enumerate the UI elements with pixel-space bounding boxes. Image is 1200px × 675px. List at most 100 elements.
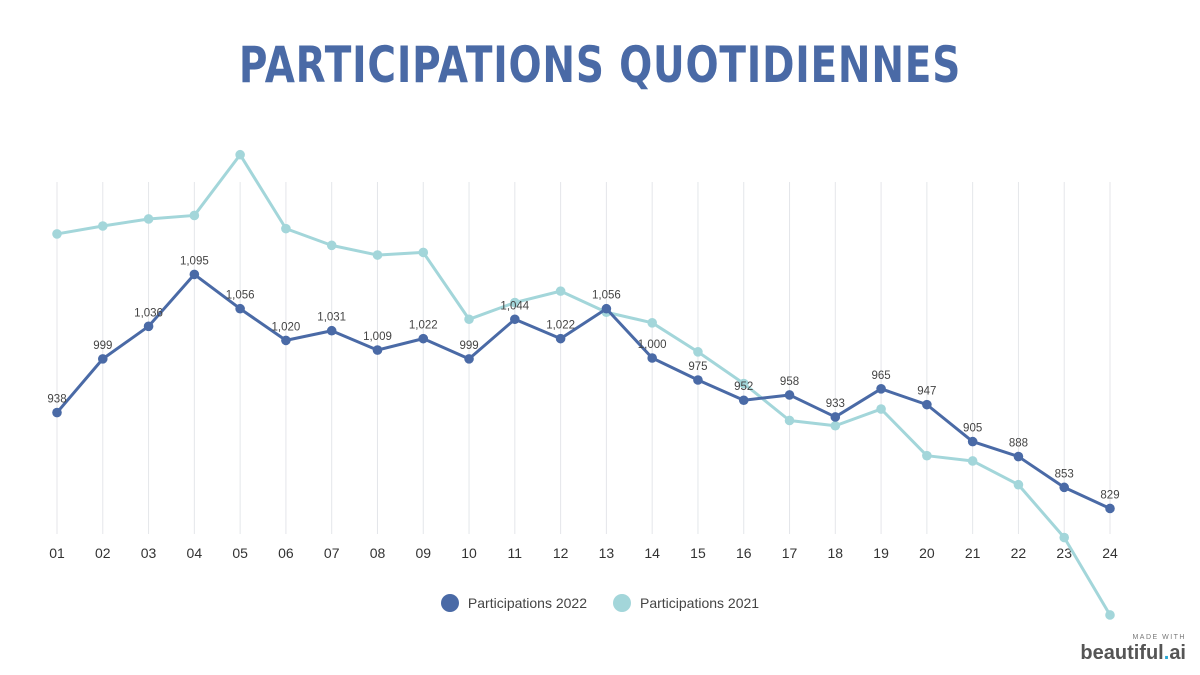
data-point-s0-15 (693, 375, 703, 385)
data-point-s1-21 (967, 456, 978, 466)
data-point-s1-14 (647, 318, 657, 328)
x-tick-label-18: 18 (828, 545, 844, 561)
legend-label-2022: Participations 2022 (467, 595, 587, 611)
data-point-s1-23 (1059, 532, 1070, 543)
x-tick-label-11: 11 (508, 545, 523, 561)
x-tick-label-09: 09 (415, 545, 431, 561)
x-tick-label-15: 15 (690, 545, 706, 561)
data-label-s0-19: 965 (871, 370, 890, 382)
data-label-s0-12: 1,022 (546, 320, 575, 332)
data-point-s1-09 (418, 247, 429, 258)
data-point-s0-11 (510, 314, 520, 325)
data-point-s0-06 (281, 335, 291, 346)
x-tick-label-02: 02 (95, 545, 111, 561)
data-label-s0-01: 938 (47, 394, 66, 406)
data-point-s1-22 (1013, 479, 1024, 490)
x-tick-label-24: 24 (1102, 545, 1118, 561)
data-point-s0-08 (372, 345, 383, 355)
data-point-s0-13 (601, 303, 612, 314)
data-point-s0-18 (830, 412, 841, 422)
data-point-s1-17 (784, 415, 795, 426)
data-point-s0-03 (143, 321, 154, 332)
brand-made-with: MADE WITH (1132, 634, 1186, 641)
data-point-s0-21 (967, 436, 978, 447)
series-line-0 (55, 272, 1111, 510)
data-point-s0-19 (876, 384, 886, 394)
legend-item-2022: Participations 2022 (440, 594, 587, 612)
x-tick-label-10: 10 (461, 545, 477, 561)
x-tick-label-04: 04 (187, 545, 203, 561)
x-tick-label-21: 21 (965, 545, 981, 561)
data-point-s1-24 (1105, 610, 1115, 620)
data-point-s0-14 (647, 353, 657, 363)
data-point-s1-05 (235, 149, 245, 160)
data-label-s0-23: 853 (1055, 468, 1074, 480)
x-tick-label-01: 01 (49, 545, 65, 561)
data-point-s0-17 (784, 390, 795, 400)
data-label-s0-18: 933 (826, 398, 845, 410)
data-label-s0-02: 999 (93, 340, 112, 352)
data-point-s0-24 (1105, 503, 1115, 514)
data-point-s1-15 (693, 347, 703, 357)
x-tick-label-23: 23 (1056, 545, 1072, 561)
legend-swatch-2022 (440, 594, 459, 612)
data-point-s0-05 (235, 303, 245, 314)
data-point-s1-08 (372, 250, 383, 260)
data-point-s0-16 (738, 395, 749, 406)
data-point-s1-18 (830, 420, 841, 431)
data-label-s0-09: 1,022 (409, 320, 438, 332)
data-label-s0-24: 829 (1100, 489, 1119, 501)
legend-swatch-2021 (613, 594, 631, 612)
data-label-s0-06: 1,020 (272, 321, 301, 333)
data-label-s0-14: 1,000 (638, 339, 667, 351)
x-tick-label-03: 03 (141, 545, 157, 561)
data-point-s1-11 (510, 297, 520, 308)
data-point-s1-04 (189, 210, 200, 221)
series-line-1 (56, 153, 1112, 616)
data-label-s0-21: 905 (963, 423, 982, 435)
data-label-s0-05: 1,056 (226, 290, 255, 302)
data-point-s0-04 (189, 269, 200, 280)
data-label-s0-22: 888 (1009, 438, 1028, 450)
brand-name-end: ai (1169, 642, 1186, 664)
data-point-s1-12 (555, 286, 566, 296)
data-point-s0-09 (418, 333, 429, 344)
data-point-s0-02 (97, 354, 108, 364)
data-point-s1-02 (97, 221, 108, 231)
data-point-s1-06 (281, 223, 291, 234)
data-point-s1-19 (876, 404, 886, 414)
data-label-s0-08: 1,009 (363, 331, 392, 343)
data-point-s1-07 (326, 240, 337, 251)
data-point-s1-10 (464, 314, 474, 325)
data-point-s0-01 (52, 407, 62, 418)
data-label-s0-15: 975 (688, 361, 707, 373)
x-tick-label-05: 05 (232, 545, 248, 561)
brand-name-main: beautiful (1080, 642, 1164, 664)
data-label-s0-13: 1,056 (592, 290, 621, 302)
x-tick-label-20: 20 (919, 545, 935, 561)
data-point-s0-22 (1013, 451, 1024, 462)
data-point-s0-12 (555, 333, 566, 344)
x-tick-label-19: 19 (873, 545, 889, 561)
x-tick-label-06: 06 (278, 545, 294, 561)
data-label-s0-07: 1,031 (317, 312, 346, 324)
data-label-s0-10: 999 (459, 340, 478, 352)
legend-item-2021: Participations 2021 (613, 594, 759, 612)
x-tick-label-08: 08 (370, 545, 386, 561)
x-tick-label-14: 14 (644, 545, 660, 561)
x-tick-label-16: 16 (736, 545, 752, 561)
data-label-s0-04: 1,095 (180, 255, 209, 267)
brand-name: beautiful.ai (1080, 643, 1186, 663)
data-label-s0-20: 947 (917, 386, 936, 398)
data-point-s1-01 (52, 229, 62, 239)
data-label-s0-03: 1,036 (134, 307, 163, 319)
data-point-s1-20 (922, 450, 932, 461)
x-tick-label-13: 13 (599, 545, 615, 561)
data-point-s0-23 (1059, 482, 1070, 493)
chart-legend: Participations 2022 Participations 2021 (0, 594, 1200, 612)
x-tick-label-22: 22 (1011, 545, 1027, 561)
x-tick-label-17: 17 (782, 545, 798, 561)
data-label-s0-16: 952 (734, 381, 753, 393)
x-tick-label-07: 07 (324, 545, 340, 561)
data-point-s1-16 (738, 378, 749, 389)
